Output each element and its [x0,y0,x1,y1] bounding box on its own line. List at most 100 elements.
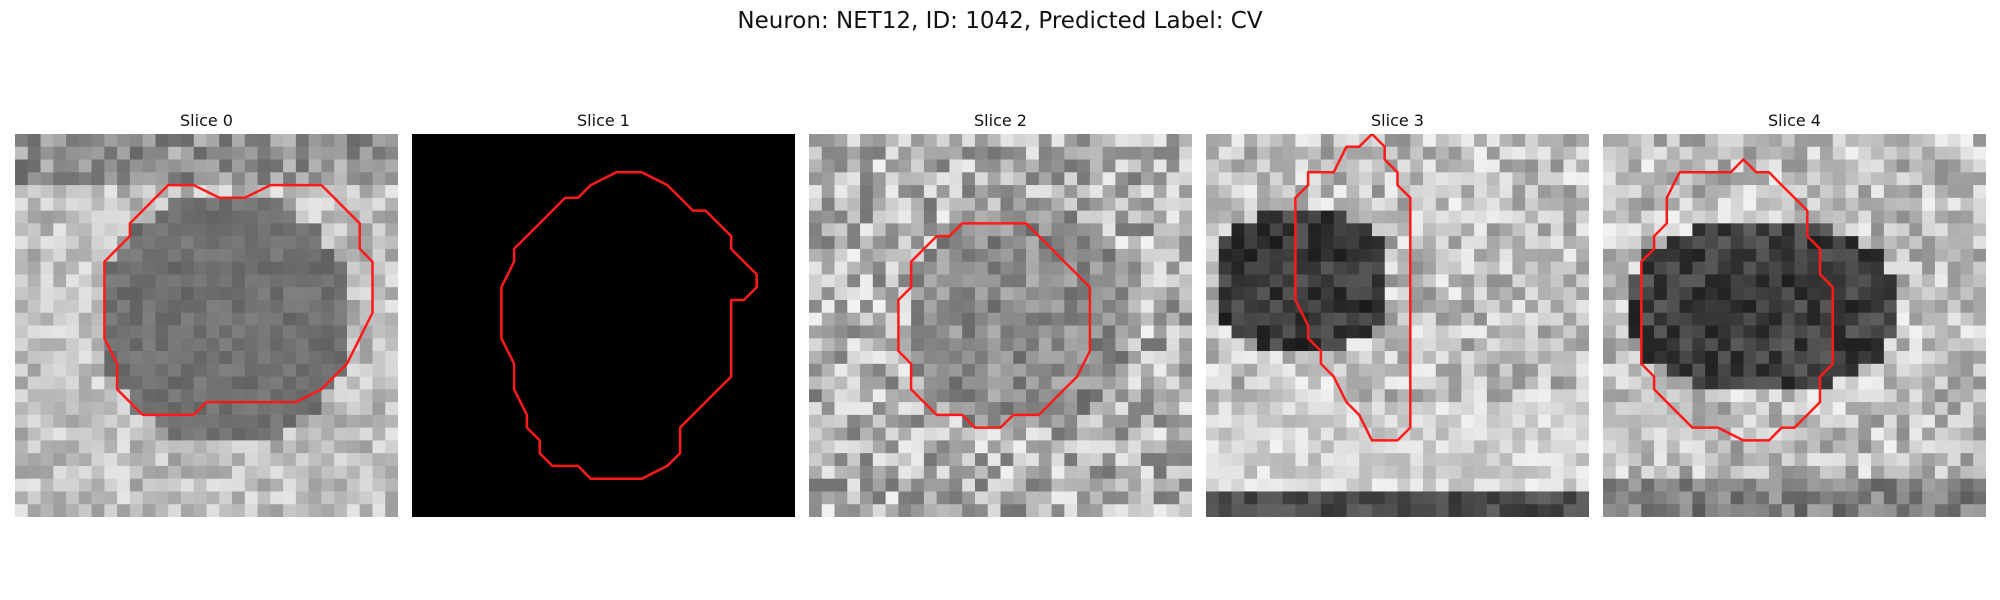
image-pixel [295,159,310,173]
image-pixel [1179,287,1192,301]
image-pixel [1397,223,1411,237]
image-pixel [193,389,208,403]
image-pixel [1705,185,1719,199]
image-pixel [1947,325,1962,339]
image-pixel [1537,146,1552,161]
image-pixel [206,414,220,429]
image-pixel [78,197,93,212]
image-pixel [526,197,541,212]
image-pixel [782,453,795,467]
image-pixel [1000,504,1014,517]
image-pixel [1320,402,1335,416]
image-pixel [346,504,361,517]
image-pixel [475,427,490,441]
image-pixel [1883,299,1898,314]
image-pixel [680,465,694,480]
image-pixel [769,261,783,276]
image-pixel [962,312,976,327]
image-pixel [1537,427,1552,441]
image-pixel [412,363,426,378]
image-pixel [1499,351,1513,365]
image-pixel [1231,504,1245,517]
image-pixel [782,299,795,314]
image-pixel [1576,491,1589,505]
image-pixel [437,389,451,403]
image-pixel [1756,389,1770,403]
image-pixel [1486,236,1501,250]
image-pixel [308,223,322,237]
image-pixel [603,159,617,173]
image-pixel [1346,299,1360,314]
image-pixel [1384,478,1399,493]
image-pixel [1333,210,1348,224]
image-pixel [385,134,398,148]
image-pixel [1666,389,1681,403]
image-pixel [885,197,899,212]
image-pixel [1781,453,1796,467]
image-pixel [1512,338,1526,352]
image-pixel [1269,159,1284,173]
image-pixel [1756,491,1770,505]
image-pixel [962,223,976,237]
image-pixel [372,159,386,173]
image-pixel [821,376,836,390]
image-pixel [616,465,630,480]
image-pixel [193,363,208,378]
image-pixel [552,376,566,390]
image-pixel [1051,440,1065,454]
image-pixel [1794,287,1808,301]
image-pixel [539,363,554,378]
image-pixel [412,134,426,148]
image-pixel [834,134,848,148]
image-pixel [552,491,566,505]
image-pixel [475,312,490,327]
image-pixel [1051,491,1065,505]
image-pixel [1320,197,1335,212]
image-pixel [155,299,169,314]
image-pixel [1179,223,1192,237]
image-pixel [1717,491,1732,505]
image-pixel [232,197,246,212]
image-pixel [565,223,579,237]
image-pixel [1705,427,1719,441]
image-pixel [1794,261,1808,276]
image-pixel [1244,440,1258,454]
image-pixel [180,172,195,186]
image-pixel [565,402,579,416]
image-pixel [1768,134,1783,148]
image-pixel [437,453,451,467]
image-pixel [1231,299,1245,314]
image-pixel [782,274,795,288]
image-pixel [1922,325,1936,339]
image-pixel [193,223,208,237]
image-pixel [1628,440,1642,454]
image-pixel [334,287,348,301]
image-pixel [1257,223,1271,237]
image-pixel [1166,453,1180,467]
image-pixel [270,351,284,365]
image-pixel [603,248,617,263]
image-pixel [1909,185,1923,199]
image-pixel [590,440,605,454]
image-pixel [616,312,630,327]
image-pixel [1333,338,1348,352]
image-pixel [270,197,284,212]
image-pixel [1359,491,1373,505]
image-pixel [1128,172,1142,186]
image-pixel [974,440,989,454]
image-pixel [78,414,93,429]
image-pixel [616,491,630,505]
image-pixel [898,363,912,378]
image-pixel [1512,223,1526,237]
image-pixel [1794,274,1808,288]
image-pixel [987,351,1002,365]
image-pixel [1934,159,1949,173]
image-pixel [1679,197,1693,212]
image-pixel [514,414,528,429]
image-pixel [1051,427,1065,441]
image-pixel [1525,274,1539,288]
image-pixel [1896,363,1910,378]
image-pixel [514,389,528,403]
image-pixel [1576,274,1589,288]
image-pixel [1705,440,1719,454]
